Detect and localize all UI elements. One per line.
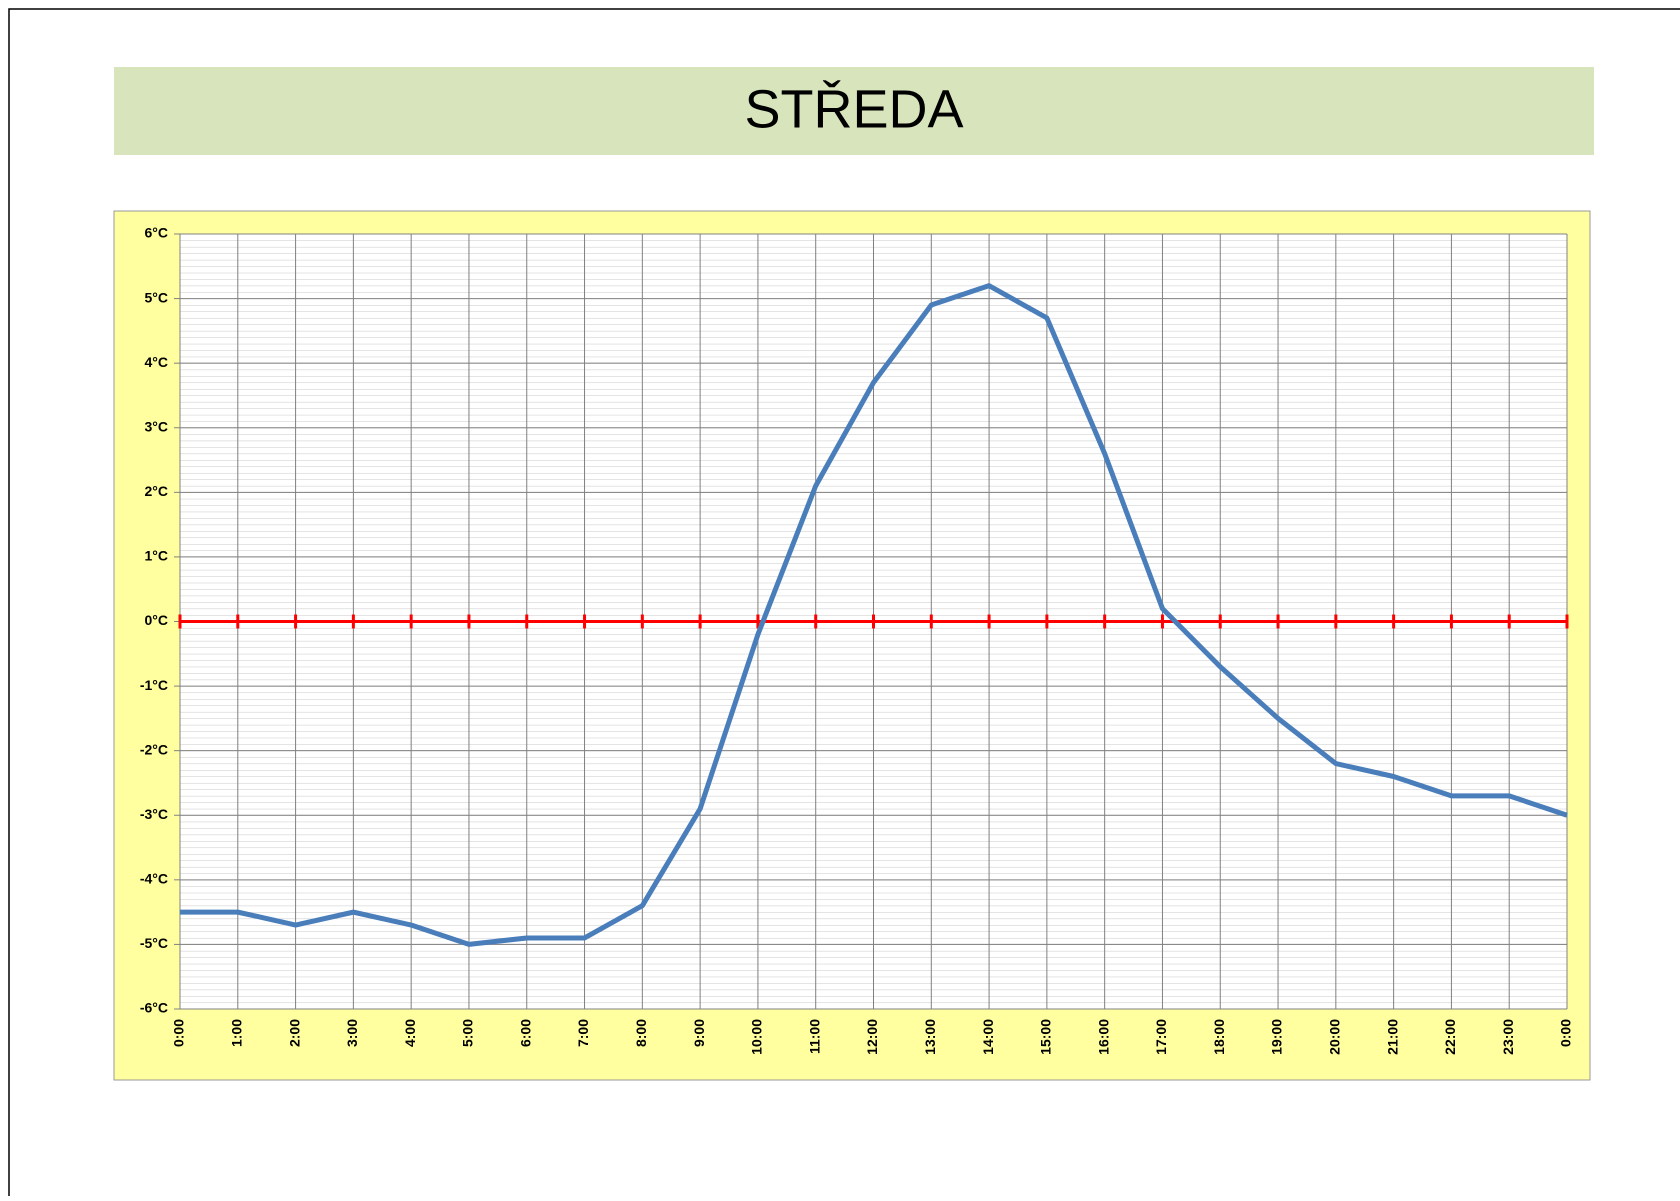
y-tick-label: 6°C bbox=[145, 225, 169, 241]
x-tick-label: 17:00 bbox=[1153, 1019, 1169, 1055]
x-tick-label: 14:00 bbox=[980, 1019, 996, 1055]
y-tick-label: -5°C bbox=[140, 935, 168, 951]
x-tick-label: 20:00 bbox=[1327, 1019, 1343, 1055]
x-tick-label: 0:00 bbox=[1558, 1019, 1574, 1047]
x-tick-label: 2:00 bbox=[286, 1019, 302, 1047]
x-tick-label: 3:00 bbox=[344, 1019, 360, 1047]
y-tick-label: 1°C bbox=[145, 548, 169, 564]
x-tick-label: 11:00 bbox=[806, 1019, 822, 1054]
page-frame bbox=[8, 8, 1680, 1201]
x-tick-label: 6:00 bbox=[517, 1019, 533, 1047]
x-tick-label: 5:00 bbox=[460, 1019, 476, 1047]
y-tick-label: 5°C bbox=[145, 289, 169, 305]
x-tick-label: 9:00 bbox=[691, 1019, 707, 1047]
x-tick-label: 23:00 bbox=[1500, 1019, 1516, 1055]
y-tick-label: -2°C bbox=[140, 741, 168, 757]
x-tick-label: 1:00 bbox=[228, 1019, 244, 1047]
x-tick-label: 12:00 bbox=[864, 1019, 880, 1055]
x-tick-label: 22:00 bbox=[1442, 1019, 1458, 1055]
chart-title: STŘEDA bbox=[744, 79, 963, 139]
x-tick-label: 18:00 bbox=[1211, 1019, 1227, 1055]
y-tick-label: -3°C bbox=[140, 806, 168, 822]
x-tick-label: 8:00 bbox=[633, 1019, 649, 1047]
x-tick-label: 13:00 bbox=[922, 1019, 938, 1055]
x-tick-label: 10:00 bbox=[749, 1019, 765, 1055]
x-tick-label: 21:00 bbox=[1384, 1019, 1400, 1055]
x-tick-label: 16:00 bbox=[1095, 1019, 1111, 1055]
y-tick-label: 4°C bbox=[145, 354, 169, 370]
series-line bbox=[180, 283, 1568, 947]
y-tick-label: -4°C bbox=[140, 871, 168, 887]
x-tick-label: 7:00 bbox=[575, 1019, 591, 1047]
title-band bbox=[114, 67, 1594, 155]
x-tick-label: 0:00 bbox=[171, 1019, 187, 1047]
x-tick-label: 15:00 bbox=[1038, 1019, 1054, 1055]
x-tick-label: 19:00 bbox=[1269, 1019, 1285, 1055]
y-tick-label: 2°C bbox=[145, 483, 169, 499]
y-tick-label: 0°C bbox=[145, 612, 169, 628]
y-tick-label: -6°C bbox=[140, 1000, 168, 1016]
y-tick-label: 3°C bbox=[145, 418, 169, 434]
x-tick-label: 4:00 bbox=[402, 1019, 418, 1047]
y-tick-label: -1°C bbox=[140, 677, 168, 693]
